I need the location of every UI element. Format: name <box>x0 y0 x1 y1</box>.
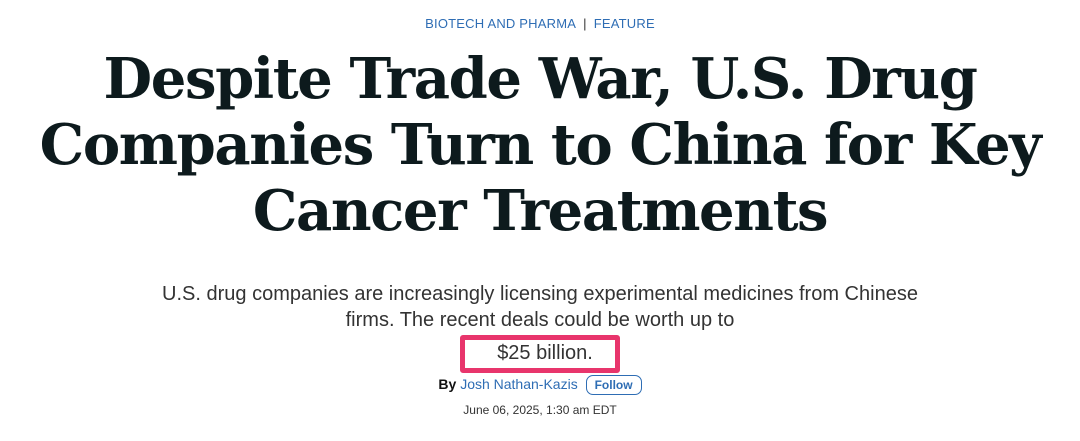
category-link-biotech-pharma[interactable]: BIOTECH AND PHARMA <box>425 16 577 31</box>
dek-highlighted-amount: $25 billion. <box>460 335 620 373</box>
author-link[interactable]: Josh Nathan-Kazis <box>460 376 578 392</box>
category-separator: | <box>583 16 587 31</box>
headline: Despite Trade War, U.S. Drug Companies T… <box>39 46 1042 244</box>
category-line: BIOTECH AND PHARMA | FEATURE <box>0 16 1080 32</box>
byline-prefix: By <box>438 376 457 392</box>
publish-timestamp: June 06, 2025, 1:30 am EDT <box>463 403 617 417</box>
category-link-feature[interactable]: FEATURE <box>593 16 655 31</box>
follow-button[interactable]: Follow <box>585 375 642 396</box>
dek-text: U.S. drug companies are increasingly lic… <box>162 283 918 331</box>
dek: U.S. drug companies are increasingly lic… <box>150 281 930 373</box>
byline: By Josh Nathan-Kazis Follow <box>0 373 1080 396</box>
